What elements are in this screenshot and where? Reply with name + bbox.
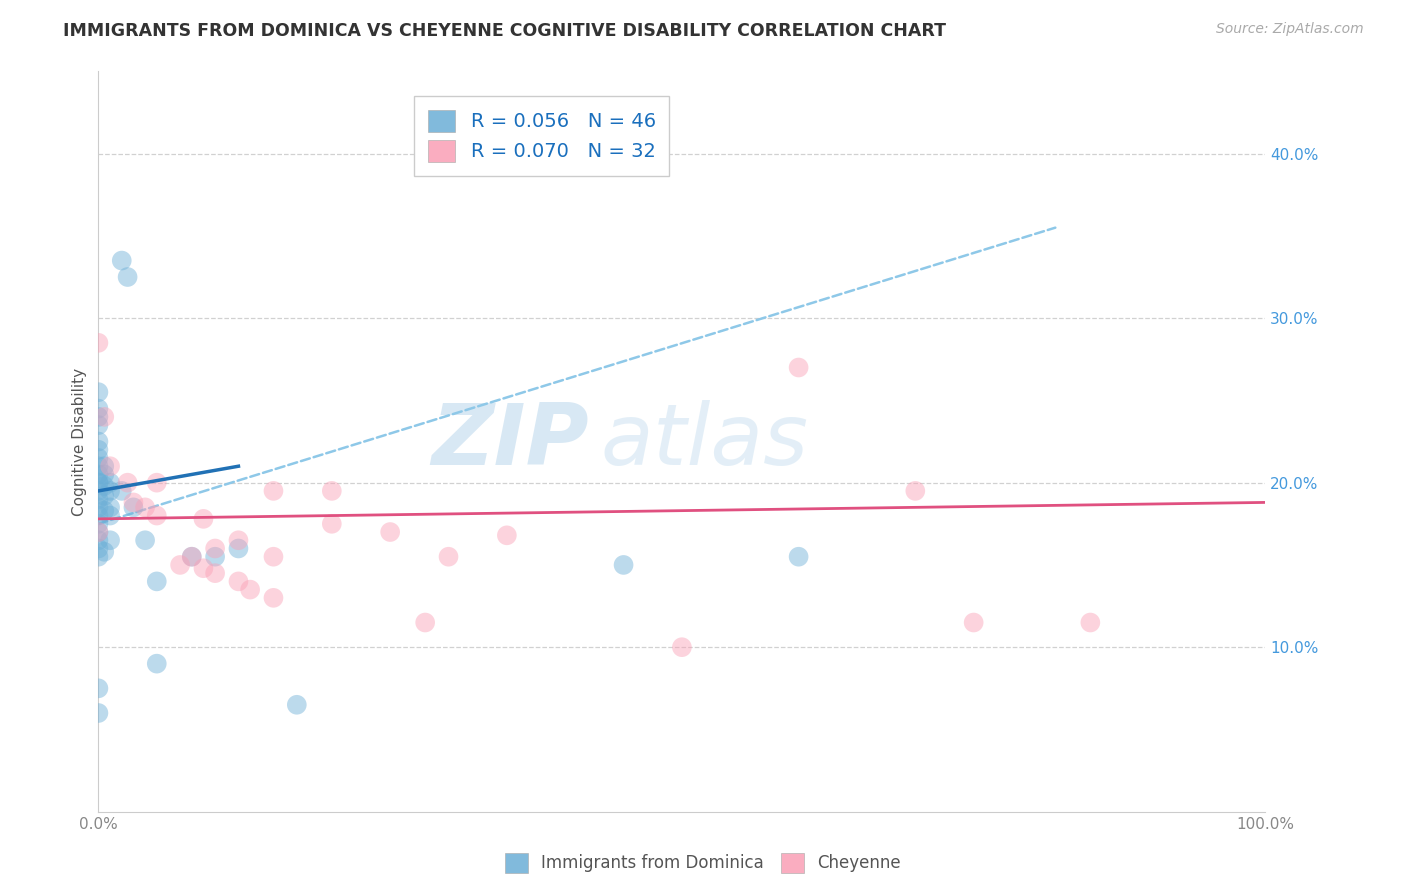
Legend: R = 0.056   N = 46, R = 0.070   N = 32: R = 0.056 N = 46, R = 0.070 N = 32 xyxy=(415,95,669,176)
Point xyxy=(787,549,810,564)
Point xyxy=(193,512,215,526)
Point xyxy=(93,409,115,424)
Point xyxy=(787,360,810,375)
Point xyxy=(180,549,202,564)
Point xyxy=(193,561,215,575)
Point xyxy=(146,508,169,523)
Point xyxy=(87,434,110,449)
Point xyxy=(87,459,110,474)
Point xyxy=(87,483,110,498)
Point xyxy=(87,475,110,490)
Point xyxy=(87,442,110,457)
Point xyxy=(262,591,284,605)
Point xyxy=(285,698,308,712)
Point xyxy=(93,545,115,559)
Point xyxy=(87,508,110,523)
Point xyxy=(87,467,110,482)
Point xyxy=(93,503,115,517)
Point xyxy=(87,385,110,400)
Point xyxy=(262,483,284,498)
Point xyxy=(146,475,169,490)
Point xyxy=(111,483,134,498)
Point xyxy=(87,524,110,539)
Point xyxy=(87,418,110,433)
Point xyxy=(87,706,110,720)
Point xyxy=(228,541,250,556)
Point xyxy=(87,516,110,531)
Point xyxy=(98,475,121,490)
Point xyxy=(87,533,110,548)
Point xyxy=(98,483,121,498)
Point xyxy=(98,508,121,523)
Point xyxy=(122,500,145,515)
Point xyxy=(413,615,436,630)
Point xyxy=(262,549,284,564)
Point xyxy=(613,558,636,572)
Point xyxy=(87,335,110,350)
Point xyxy=(117,270,139,285)
Point xyxy=(98,500,121,515)
Point xyxy=(437,549,460,564)
Y-axis label: Cognitive Disability: Cognitive Disability xyxy=(72,368,87,516)
Point xyxy=(87,475,110,490)
Point xyxy=(321,516,343,531)
Legend: Immigrants from Dominica, Cheyenne: Immigrants from Dominica, Cheyenne xyxy=(498,847,908,880)
Point xyxy=(87,401,110,416)
Point xyxy=(380,524,402,539)
Point xyxy=(169,558,191,572)
Point xyxy=(87,409,110,424)
Point xyxy=(93,479,115,493)
Point xyxy=(87,492,110,507)
Point xyxy=(180,549,202,564)
Point xyxy=(93,489,115,503)
Point xyxy=(98,459,121,474)
Point xyxy=(671,640,693,655)
Point xyxy=(134,533,156,548)
Point xyxy=(87,681,110,696)
Point xyxy=(1080,615,1102,630)
Point xyxy=(87,500,110,515)
Point xyxy=(93,467,115,482)
Text: Source: ZipAtlas.com: Source: ZipAtlas.com xyxy=(1216,22,1364,37)
Point xyxy=(204,566,226,581)
Point xyxy=(122,495,145,509)
Point xyxy=(146,657,169,671)
Point xyxy=(239,582,262,597)
Point xyxy=(146,574,169,589)
Point xyxy=(111,253,134,268)
Point xyxy=(87,524,110,539)
Point xyxy=(87,549,110,564)
Text: IMMIGRANTS FROM DOMINICA VS CHEYENNE COGNITIVE DISABILITY CORRELATION CHART: IMMIGRANTS FROM DOMINICA VS CHEYENNE COG… xyxy=(63,22,946,40)
Text: ZIP: ZIP xyxy=(430,400,589,483)
Point xyxy=(98,533,121,548)
Point xyxy=(228,574,250,589)
Point xyxy=(117,475,139,490)
Point xyxy=(204,549,226,564)
Text: atlas: atlas xyxy=(600,400,808,483)
Point xyxy=(93,459,115,474)
Point xyxy=(228,533,250,548)
Point xyxy=(904,483,927,498)
Point xyxy=(496,528,519,542)
Point xyxy=(204,541,226,556)
Point xyxy=(134,500,156,515)
Point xyxy=(87,541,110,556)
Point xyxy=(87,450,110,465)
Point xyxy=(321,483,343,498)
Point xyxy=(962,615,984,630)
